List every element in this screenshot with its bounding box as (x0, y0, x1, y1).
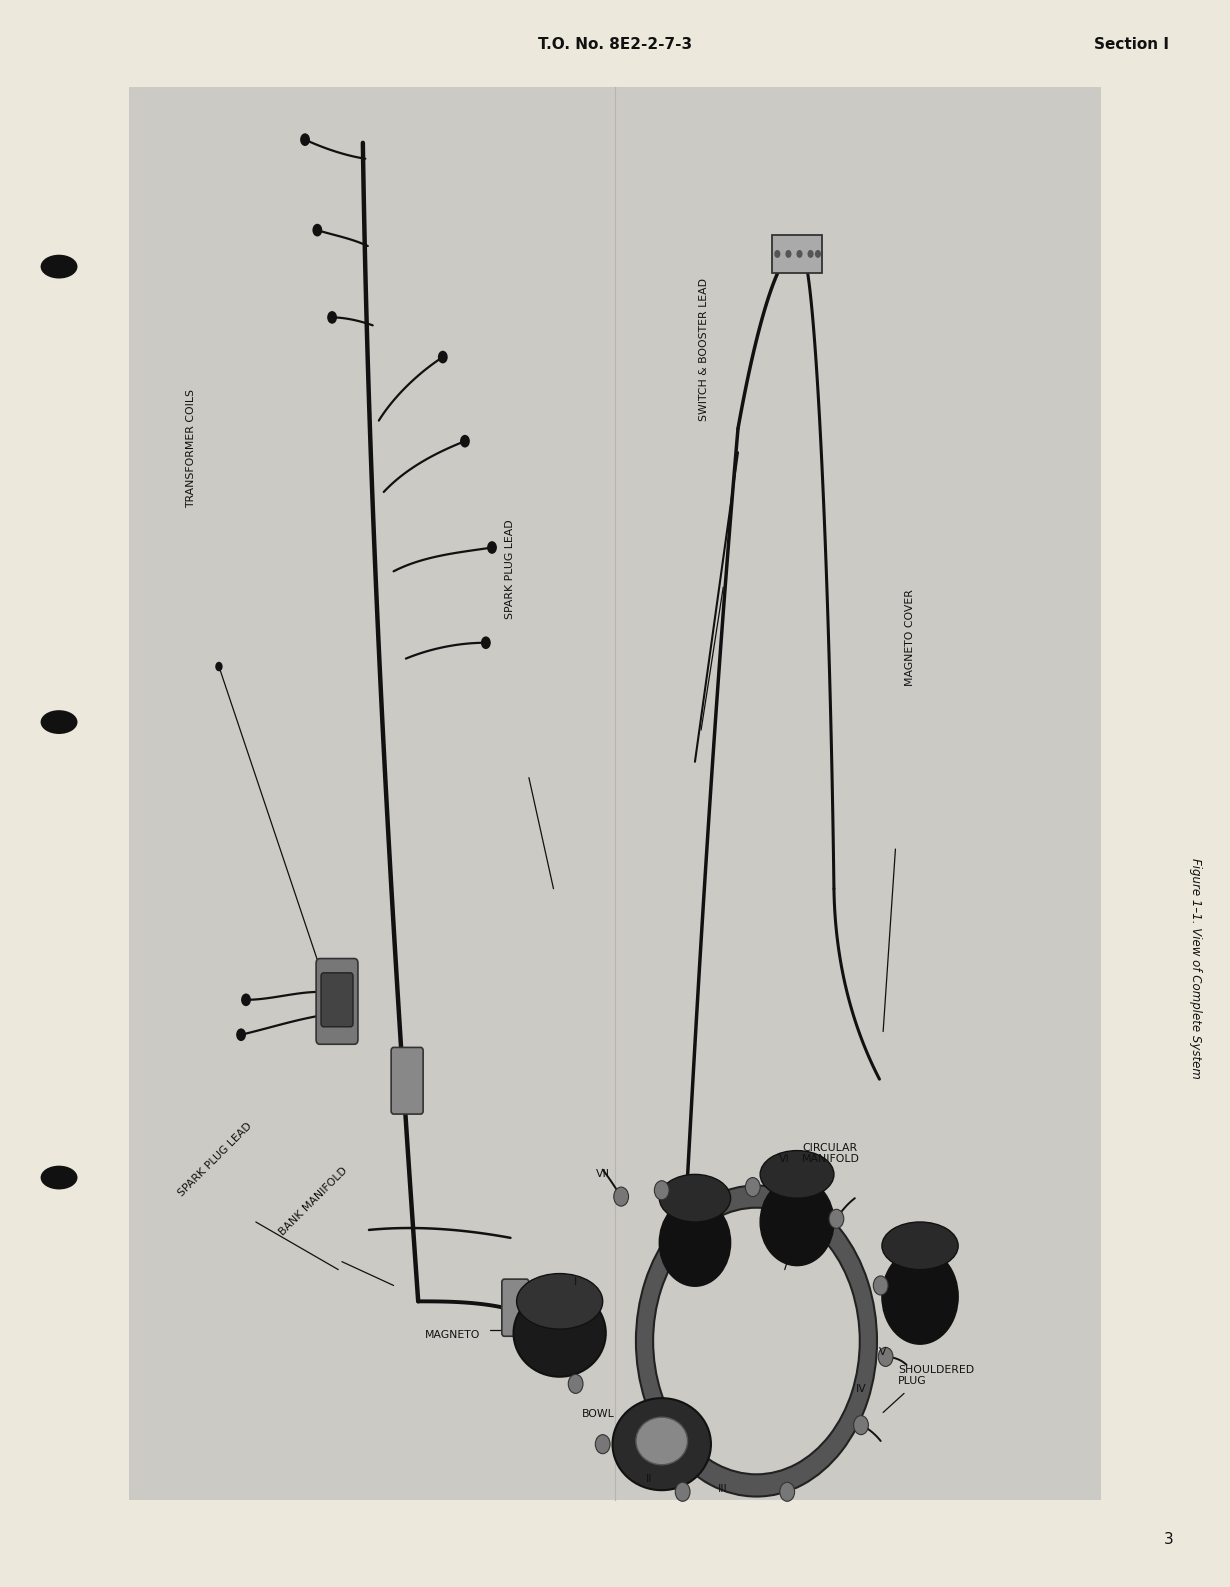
Circle shape (487, 541, 497, 554)
Text: III: III (718, 1484, 728, 1493)
Ellipse shape (514, 1289, 605, 1376)
Ellipse shape (882, 1249, 958, 1344)
Circle shape (300, 133, 310, 146)
Circle shape (595, 1435, 610, 1454)
Ellipse shape (760, 1151, 834, 1198)
Circle shape (873, 1276, 888, 1295)
Circle shape (814, 251, 822, 257)
Text: MAGNETO COVER: MAGNETO COVER (905, 589, 915, 686)
Ellipse shape (659, 1174, 731, 1222)
Text: SPARK PLUG LEAD: SPARK PLUG LEAD (176, 1120, 255, 1198)
Circle shape (236, 1028, 246, 1041)
Text: SHOULDERED
PLUG: SHOULDERED PLUG (898, 1365, 974, 1387)
Bar (129, 87, 1101, 1500)
Text: II: II (646, 1474, 653, 1484)
FancyBboxPatch shape (772, 235, 822, 273)
Ellipse shape (41, 254, 77, 278)
Circle shape (878, 1347, 893, 1366)
Circle shape (780, 1482, 795, 1501)
Circle shape (745, 1178, 760, 1197)
Ellipse shape (659, 1200, 731, 1285)
Circle shape (438, 351, 448, 363)
Circle shape (614, 1187, 629, 1206)
Circle shape (241, 993, 251, 1006)
Circle shape (829, 1209, 844, 1228)
Circle shape (312, 224, 322, 236)
Text: VI: VI (780, 1154, 790, 1163)
Ellipse shape (517, 1273, 603, 1328)
Text: CIRCULAR
MANIFOLD: CIRCULAR MANIFOLD (802, 1143, 860, 1165)
Text: V: V (879, 1347, 887, 1357)
Text: TRANSFORMER COILS: TRANSFORMER COILS (186, 389, 196, 508)
Text: IV: IV (856, 1384, 866, 1393)
Circle shape (568, 1374, 583, 1393)
Ellipse shape (760, 1178, 834, 1266)
Circle shape (807, 251, 814, 257)
FancyBboxPatch shape (502, 1279, 529, 1336)
Circle shape (675, 1482, 690, 1501)
Text: I: I (574, 1278, 577, 1287)
Text: BOWL: BOWL (582, 1409, 615, 1419)
Ellipse shape (41, 711, 77, 735)
Circle shape (654, 1181, 669, 1200)
Text: 3: 3 (1164, 1531, 1173, 1547)
Circle shape (215, 662, 223, 671)
Circle shape (460, 435, 470, 448)
Ellipse shape (636, 1417, 688, 1465)
Text: Figure 1–1. View of Complete System: Figure 1–1. View of Complete System (1189, 857, 1202, 1079)
Circle shape (786, 251, 792, 257)
Text: T.O. No. 8E2-2-7-3: T.O. No. 8E2-2-7-3 (538, 37, 692, 52)
Circle shape (775, 251, 781, 257)
Text: SPARK PLUG LEAD: SPARK PLUG LEAD (506, 519, 515, 619)
Ellipse shape (613, 1398, 711, 1490)
FancyBboxPatch shape (321, 973, 353, 1027)
Text: MAGNETO: MAGNETO (424, 1330, 481, 1339)
FancyBboxPatch shape (316, 959, 358, 1044)
Ellipse shape (882, 1222, 958, 1270)
Text: BANK MANIFOLD: BANK MANIFOLD (278, 1166, 349, 1238)
Circle shape (797, 251, 803, 257)
Text: SWITCH & BOOSTER LEAD: SWITCH & BOOSTER LEAD (699, 278, 708, 421)
Circle shape (854, 1416, 868, 1435)
FancyBboxPatch shape (391, 1047, 423, 1114)
Circle shape (481, 636, 491, 649)
Ellipse shape (41, 1165, 77, 1190)
Text: Section I: Section I (1093, 37, 1168, 52)
Text: VII: VII (595, 1170, 610, 1179)
Circle shape (327, 311, 337, 324)
